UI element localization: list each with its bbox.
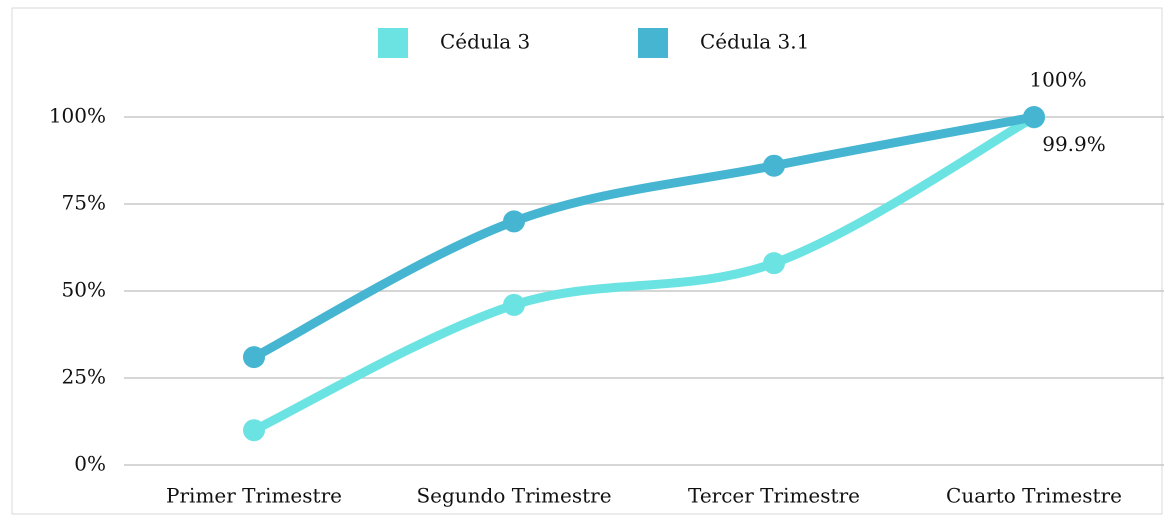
x-tick-label: Segundo Trimestre — [416, 484, 611, 508]
point-marker — [763, 154, 785, 177]
legend-swatch — [638, 28, 668, 58]
x-tick-label: Cuarto Trimestre — [946, 484, 1122, 508]
data-label: 100% — [1029, 68, 1086, 92]
x-tick-label: Tercer Trimestre — [688, 484, 860, 508]
data-label: 99.9% — [1042, 132, 1106, 156]
legend-swatch — [378, 28, 408, 58]
y-tick-label: 100% — [49, 104, 106, 128]
y-tick-label: 50% — [62, 278, 106, 302]
point-marker — [1023, 106, 1045, 128]
y-tick-label: 0% — [74, 452, 106, 476]
legend-label: Cédula 3.1 — [700, 30, 809, 54]
y-tick-label: 75% — [62, 191, 106, 215]
chart-frame — [11, 7, 1163, 515]
point-marker — [243, 346, 265, 369]
point-marker — [243, 419, 265, 442]
x-tick-label: Primer Trimestre — [166, 484, 342, 508]
point-marker — [763, 252, 785, 275]
point-marker — [503, 293, 525, 316]
point-marker — [503, 210, 525, 233]
legend-label: Cédula 3 — [440, 30, 530, 54]
y-tick-label: 25% — [62, 365, 106, 389]
series-line — [249, 112, 1039, 435]
series-line — [249, 112, 1039, 362]
